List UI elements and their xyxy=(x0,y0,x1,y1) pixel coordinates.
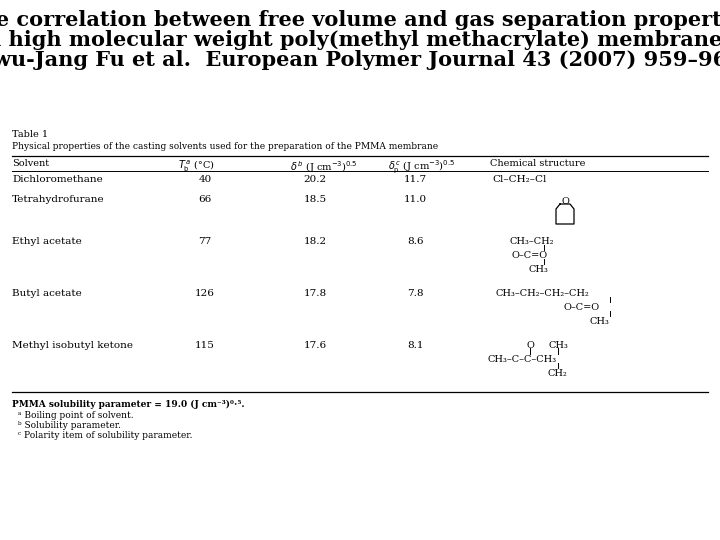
Text: 20.2: 20.2 xyxy=(303,175,327,184)
Text: The correlation between free volume and gas separation properties: The correlation between free volume and … xyxy=(0,10,720,30)
Text: O: O xyxy=(561,197,569,206)
Text: CH₃–C–C–CH₃: CH₃–C–C–CH₃ xyxy=(488,355,557,364)
Text: 11.0: 11.0 xyxy=(403,195,426,204)
Text: Table 1: Table 1 xyxy=(12,130,48,139)
Text: 66: 66 xyxy=(199,195,212,204)
Text: Tetrahydrofurane: Tetrahydrofurane xyxy=(12,195,104,204)
Text: Cl–CH₂–Cl: Cl–CH₂–Cl xyxy=(492,175,546,184)
Text: 126: 126 xyxy=(195,289,215,298)
Text: Ethyl acetate: Ethyl acetate xyxy=(12,237,82,246)
Text: 17.8: 17.8 xyxy=(303,289,327,298)
Text: CH₃: CH₃ xyxy=(590,317,610,326)
Text: $\delta_{\rm p}^{\,c}$ (J cm$^{-3}$)$^{0.5}$: $\delta_{\rm p}^{\,c}$ (J cm$^{-3}$)$^{0… xyxy=(388,159,455,177)
Text: Solvent: Solvent xyxy=(12,159,49,168)
Text: O–C=O: O–C=O xyxy=(563,303,599,312)
Text: Chemical structure: Chemical structure xyxy=(490,159,585,168)
Text: Butyl acetate: Butyl acetate xyxy=(12,289,82,298)
Text: ᵃ Boiling point of solvent.: ᵃ Boiling point of solvent. xyxy=(18,411,134,420)
Text: ᶜ Polarity item of solubility parameter.: ᶜ Polarity item of solubility parameter. xyxy=(18,431,192,440)
Text: CH₃–CH₂–CH₂–CH₂: CH₃–CH₂–CH₂–CH₂ xyxy=(495,289,589,298)
Text: CH₃: CH₃ xyxy=(528,265,548,274)
Text: $T_{\rm b}^{\,a}$ (°C): $T_{\rm b}^{\,a}$ (°C) xyxy=(178,159,215,174)
Text: 17.6: 17.6 xyxy=(303,341,327,350)
Text: in high molecular weight poly(methyl methacrylate) membranes,: in high molecular weight poly(methyl met… xyxy=(0,30,720,50)
Text: Ywu-Jang Fu et al.  European Polymer Journal 43 (2007) 959–967: Ywu-Jang Fu et al. European Polymer Jour… xyxy=(0,50,720,70)
Text: Physical properties of the casting solvents used for the preparation of the PMMA: Physical properties of the casting solve… xyxy=(12,142,438,151)
Text: 40: 40 xyxy=(199,175,212,184)
Text: 11.7: 11.7 xyxy=(403,175,426,184)
Text: 77: 77 xyxy=(199,237,212,246)
Text: CH₃–CH₂: CH₃–CH₂ xyxy=(510,237,554,246)
Text: 7.8: 7.8 xyxy=(407,289,423,298)
Text: O–C=O: O–C=O xyxy=(512,251,548,260)
Text: Dichloromethane: Dichloromethane xyxy=(12,175,103,184)
Text: CH₃: CH₃ xyxy=(548,341,568,350)
Text: 18.2: 18.2 xyxy=(303,237,327,246)
Text: $\delta^{\,b}$ (J cm$^{-3}$)$^{0.5}$: $\delta^{\,b}$ (J cm$^{-3}$)$^{0.5}$ xyxy=(290,159,358,175)
Text: 18.5: 18.5 xyxy=(303,195,327,204)
Text: 8.1: 8.1 xyxy=(407,341,423,350)
Text: 8.6: 8.6 xyxy=(407,237,423,246)
Text: Methyl isobutyl ketone: Methyl isobutyl ketone xyxy=(12,341,133,350)
Text: PMMA solubility parameter = 19.0 (J cm⁻³)⁰⋅⁵.: PMMA solubility parameter = 19.0 (J cm⁻³… xyxy=(12,400,245,409)
Text: 115: 115 xyxy=(195,341,215,350)
Text: O: O xyxy=(526,341,534,350)
Text: ᵇ Solubility parameter.: ᵇ Solubility parameter. xyxy=(18,421,121,430)
Text: CH₂: CH₂ xyxy=(548,369,568,378)
